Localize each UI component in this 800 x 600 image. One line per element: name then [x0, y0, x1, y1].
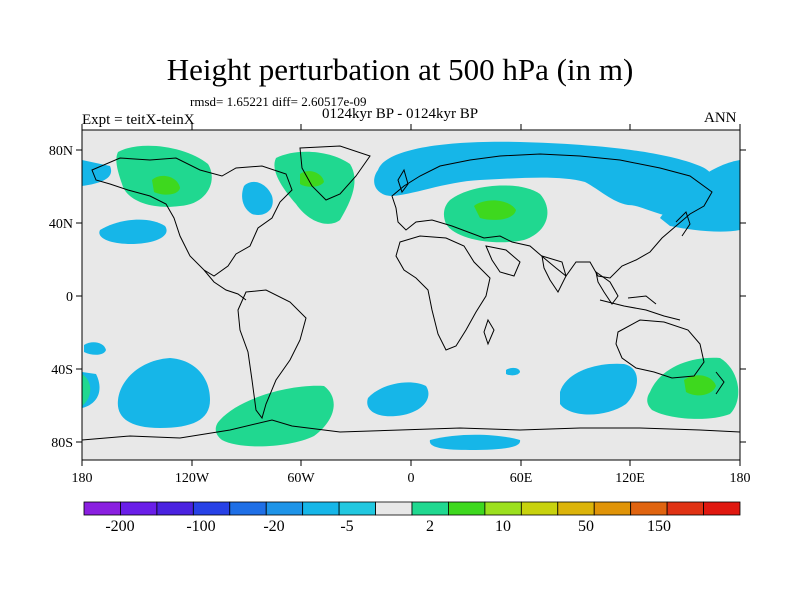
- colorbar-swatch: [703, 501, 741, 516]
- colorbar-swatch: [557, 501, 595, 516]
- colorbar-swatch: [156, 501, 194, 516]
- experiment-label: Expt = teitX-teinX: [82, 112, 195, 128]
- lon-label-120w: 120W: [175, 471, 210, 486]
- coastline-japan: [675, 211, 691, 237]
- colorbar: [83, 501, 741, 516]
- coastline-north-america: [91, 157, 293, 277]
- coastline-eurasia: [391, 153, 713, 279]
- coastline-india: [541, 255, 567, 293]
- coastline-uk: [397, 168, 409, 194]
- colorbar-swatch: [265, 501, 304, 516]
- colorbar-swatch: [630, 501, 668, 516]
- colorbar-swatch: [229, 501, 267, 516]
- period-text: 0124kyr BP - 0124kyr BP: [322, 106, 479, 122]
- latitude-axis: 80N 40N 0 40S 80S: [49, 144, 746, 451]
- positive-region-west-edge: [82, 374, 91, 406]
- colorbar-swatch: [338, 501, 376, 516]
- season-label: ANN: [704, 110, 737, 126]
- coastline-arabia: [485, 245, 521, 277]
- coastline-madagascar: [483, 318, 495, 346]
- coastline-greenland: [299, 145, 371, 201]
- positive-core-alaska: [152, 175, 180, 195]
- colorbar-swatch: [520, 501, 559, 516]
- negative-region-north-pacific-west: [82, 160, 112, 186]
- positive-region-south-america-southern-ocean: [215, 385, 334, 447]
- lon-label-60e: 60E: [510, 471, 533, 486]
- stats-text: rmsd= 1.65221 diff= 2.60517e-09: [190, 94, 367, 109]
- colorbar-swatch: [484, 501, 522, 516]
- lat-label-0: 0: [66, 290, 73, 305]
- colorbar-swatch: [666, 501, 704, 516]
- colorbar-swatch: [593, 501, 632, 516]
- lat-label-80n: 80N: [49, 144, 73, 159]
- positive-anomaly-cores: [152, 171, 716, 396]
- coastline-africa: [395, 235, 491, 351]
- lon-label-180e: 180: [730, 471, 751, 486]
- lat-label-40s: 40S: [51, 363, 73, 378]
- coastline-new-zealand: [715, 371, 725, 395]
- colorbar-label: 10: [495, 518, 511, 535]
- colorbar-swatch: [375, 501, 413, 516]
- negative-region-southern-ocean: [429, 434, 521, 450]
- negative-region-hudson-bay: [242, 181, 273, 216]
- coastline-south-america: [237, 289, 307, 420]
- colorbar-swatch: [411, 501, 449, 516]
- lat-label-80s: 80S: [51, 436, 73, 451]
- colorbar-swatch: [120, 501, 158, 516]
- lat-label-40n: 40N: [49, 217, 73, 232]
- colorbar-label: 50: [578, 518, 594, 535]
- plot-title: Height perturbation at 500 hPa (in m): [166, 52, 634, 87]
- colorbar-swatch: [83, 501, 121, 516]
- colorbar-label: -20: [263, 518, 285, 535]
- colorbar-label: 2: [426, 518, 434, 535]
- colorbar-label: -5: [340, 518, 354, 535]
- longitude-axis: 180 120W 60W 0 60E 120E 180: [72, 124, 751, 486]
- colorbar-swatch: [192, 501, 231, 516]
- coastline-indonesia: [599, 295, 681, 321]
- colorbar-label: -100: [186, 518, 216, 535]
- negative-region-south-pacific-small: [84, 342, 106, 355]
- negative-region-indian-ocean: [560, 363, 637, 415]
- colorbar-label: 150: [647, 518, 671, 535]
- coastline-antarctica: [82, 419, 740, 441]
- coastlines: [82, 145, 740, 441]
- negative-region-north-pacific-east: [99, 219, 167, 244]
- colorbar-label: -200: [105, 518, 135, 535]
- positive-core-central-asia: [474, 200, 516, 220]
- positive-core-new-zealand: [684, 375, 716, 396]
- coastline-central-america: [203, 269, 247, 301]
- coastline-southeast-asia: [595, 270, 619, 305]
- colorbar-swatch: [302, 501, 340, 516]
- negative-anomaly-regions: [82, 141, 740, 450]
- lon-label-60w: 60W: [287, 471, 315, 486]
- negative-region-south-pacific: [117, 358, 210, 428]
- colorbar-swatch: [448, 501, 486, 516]
- lon-label-180w: 180: [72, 471, 93, 486]
- lon-label-120e: 120E: [615, 471, 645, 486]
- negative-region-south-atlantic: [367, 382, 429, 417]
- negative-region-east-asia-pacific: [660, 160, 740, 232]
- negative-region-south-small-blob: [506, 367, 520, 376]
- lon-label-0: 0: [408, 471, 415, 486]
- negative-region-northeast-atlantic-eurasia: [374, 141, 717, 217]
- coastline-australia: [615, 319, 705, 379]
